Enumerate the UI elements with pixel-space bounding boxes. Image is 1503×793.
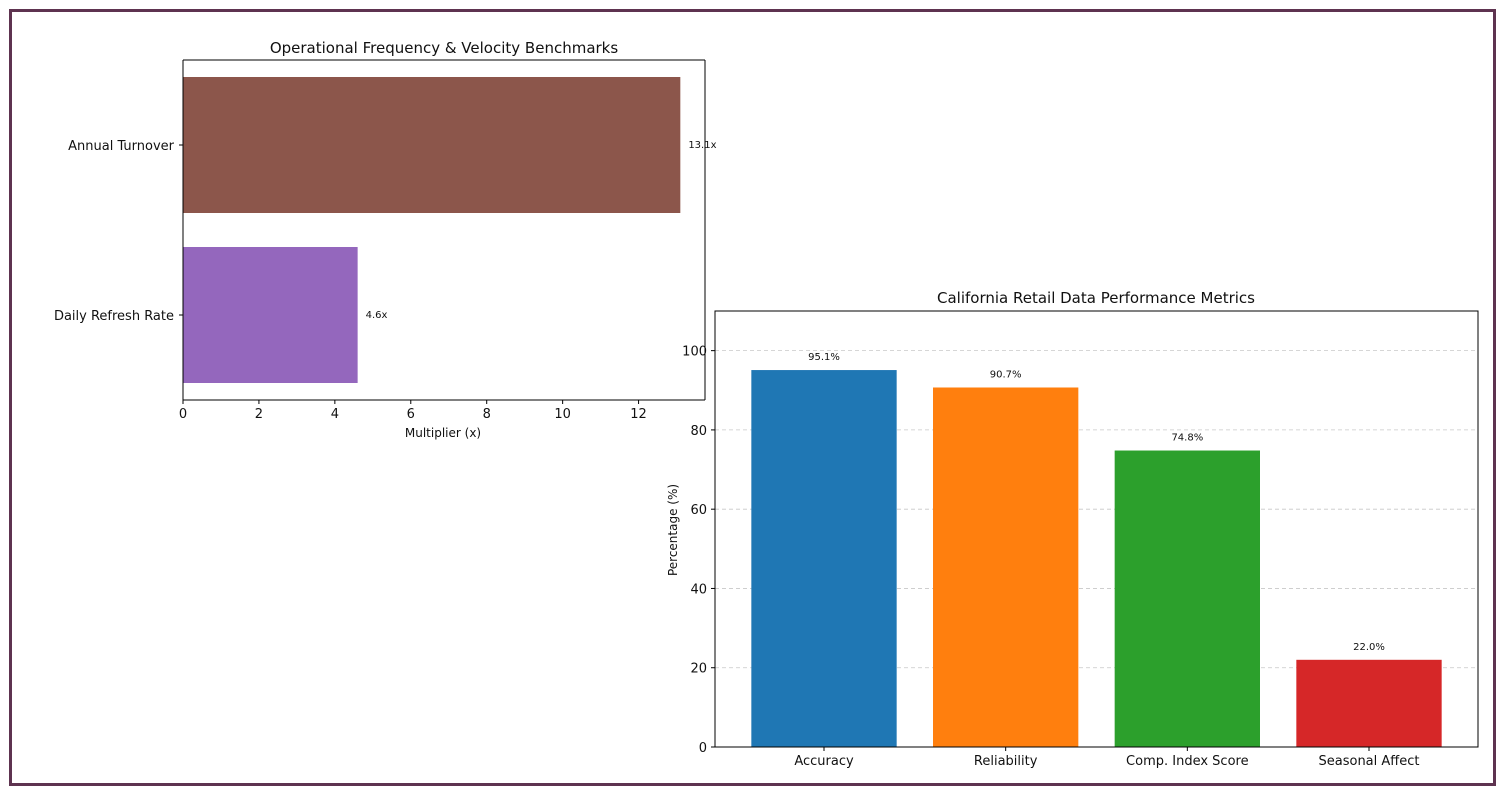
x-tick-label: 4 bbox=[331, 407, 339, 422]
x-tick-label: 0 bbox=[179, 407, 187, 422]
x-tick-label: 12 bbox=[630, 407, 647, 422]
y-tick-label: Daily Refresh Rate bbox=[54, 309, 174, 324]
plot-area: 95.1% Accuracy 90.7% Reliability 74.8% Comp. … bbox=[682, 310, 1479, 769]
data-label: 74.8% bbox=[1171, 433, 1203, 444]
bar bbox=[1296, 659, 1442, 747]
x-tick-label: 6 bbox=[407, 407, 415, 422]
y-tick-label: 100 bbox=[682, 345, 707, 360]
y-tick-label: 0 bbox=[699, 741, 707, 756]
x-tick-label: 8 bbox=[483, 407, 491, 422]
bar bbox=[1114, 450, 1260, 747]
x-tick-label: Seasonal Affect bbox=[1319, 754, 1420, 769]
y-axis-label: Percentage (%) bbox=[666, 484, 680, 576]
x-axis-label: Multiplier (x) bbox=[405, 426, 481, 440]
data-label: 13.1x bbox=[688, 140, 716, 151]
plot-area: 13.1x Annual Turnover 4.6x Daily Refresh Ra… bbox=[54, 59, 717, 422]
data-label: 22.0% bbox=[1353, 642, 1385, 653]
y-tick-label: 80 bbox=[690, 424, 707, 439]
bar bbox=[933, 387, 1079, 747]
y-tick-label: 60 bbox=[690, 503, 707, 518]
bar bbox=[751, 370, 897, 747]
bar bbox=[183, 77, 681, 213]
data-label: 95.1% bbox=[808, 352, 840, 363]
x-tick-label: Accuracy bbox=[794, 754, 854, 769]
chart-title: Operational Frequency & Velocity Benchma… bbox=[270, 39, 619, 57]
data-label: 90.7% bbox=[990, 369, 1022, 380]
bar bbox=[183, 247, 358, 383]
data-label: 4.6x bbox=[366, 310, 388, 321]
x-tick-label: 10 bbox=[554, 407, 571, 422]
axes-frame bbox=[714, 310, 1479, 748]
x-tick-label: Reliability bbox=[974, 754, 1038, 769]
x-tick-label: Comp. Index Score bbox=[1126, 754, 1249, 769]
y-tick-label: 40 bbox=[690, 582, 707, 597]
x-tick-label: 2 bbox=[255, 407, 263, 422]
y-tick-label: 20 bbox=[690, 662, 707, 677]
chart-title: California Retail Data Performance Metri… bbox=[937, 289, 1255, 307]
y-tick-label: Annual Turnover bbox=[68, 139, 175, 154]
